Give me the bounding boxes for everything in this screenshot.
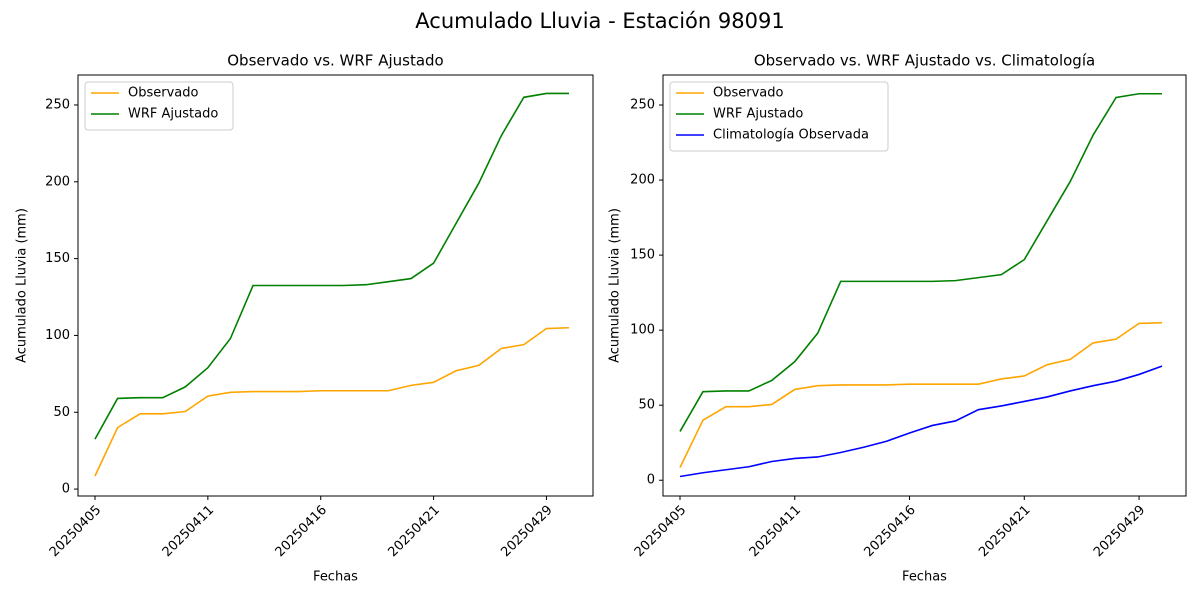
plot-frame	[77, 74, 594, 497]
legend-label: WRF Ajustado	[713, 107, 803, 122]
figure-title: Acumulado Lluvia - Estación 98091	[415, 9, 784, 33]
data-line	[679, 321, 1163, 468]
legend-label: WRF Ajustado	[128, 107, 218, 122]
x-tick-label: 20250421	[385, 503, 442, 560]
legend-box	[669, 81, 889, 152]
y-axis-label: Acumulado Lluvia (mm)	[15, 208, 30, 363]
legend-label: Observado	[713, 86, 784, 101]
data-line	[679, 92, 1162, 432]
x-axis-label: Fechas	[902, 570, 947, 585]
x-tick-label: 20250416	[273, 503, 330, 560]
y-tick-label: 0	[647, 473, 655, 488]
legend-label: Observado	[128, 86, 199, 101]
y-tick-label: 250	[45, 97, 70, 112]
data-line	[94, 326, 570, 477]
legend-label: Climatología Observada	[713, 128, 869, 143]
data-line	[94, 92, 569, 440]
y-tick-label: 50	[638, 398, 655, 413]
data-line	[679, 365, 1163, 478]
x-tick-label: 20250411	[747, 503, 804, 560]
x-axis-label: Fechas	[313, 570, 358, 585]
y-axis-label: Acumulado Lluvia (mm)	[608, 208, 623, 363]
x-tick-label: 20250429	[498, 503, 555, 560]
x-tick-label: 20250429	[1091, 503, 1148, 560]
y-tick-label: 200	[630, 173, 655, 188]
y-tick-label: 50	[53, 405, 70, 420]
chart-title: Observado vs. WRF Ajustado vs. Climatolo…	[754, 52, 1095, 70]
y-tick-label: 250	[630, 98, 655, 113]
x-tick-label: 20250405	[47, 503, 104, 560]
y-tick-label: 100	[630, 323, 655, 338]
y-tick-label: 150	[630, 248, 655, 263]
x-tick-label: 20250405	[632, 503, 689, 560]
y-tick-label: 150	[45, 251, 70, 266]
chart-title: Observado vs. WRF Ajustado	[227, 52, 443, 70]
x-tick-label: 20250421	[976, 503, 1033, 560]
x-tick-label: 20250416	[861, 503, 918, 560]
legend-box	[84, 81, 234, 131]
y-tick-label: 200	[45, 174, 70, 189]
y-tick-label: 0	[62, 482, 70, 497]
plot-frame	[662, 74, 1187, 497]
y-tick-label: 100	[45, 328, 70, 343]
x-tick-label: 20250411	[160, 503, 217, 560]
